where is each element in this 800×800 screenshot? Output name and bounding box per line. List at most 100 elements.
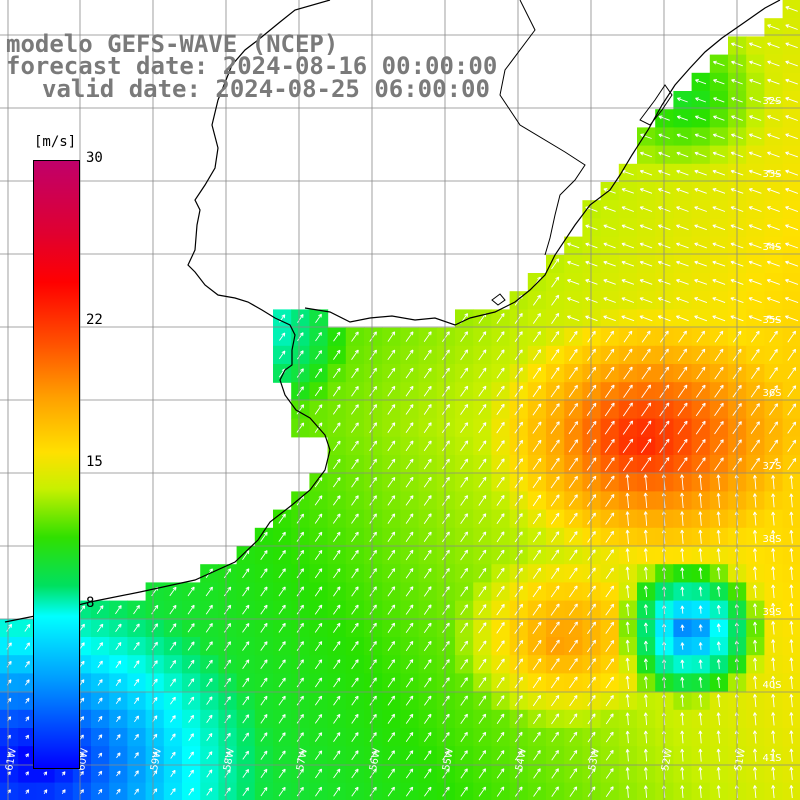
wind-arrow	[677, 384, 688, 398]
wind-arrow	[369, 386, 378, 397]
wind-arrow	[187, 604, 195, 615]
wind-arrow	[188, 787, 194, 796]
wind-arrow	[242, 659, 250, 670]
wind-arrow	[424, 713, 432, 724]
wind-arrow	[351, 641, 359, 652]
wind-arrow	[550, 567, 560, 579]
wind-arrow	[625, 529, 630, 544]
wind-arrow	[188, 733, 194, 741]
wind-arrow	[442, 349, 450, 361]
wind-arrow	[242, 604, 250, 615]
wind-arrow	[641, 384, 652, 398]
wind-arrow	[532, 476, 542, 489]
wind-arrow	[769, 439, 779, 453]
wind-arrow	[405, 549, 414, 561]
wind-arrow	[260, 568, 268, 579]
wind-arrow	[621, 206, 634, 212]
wind-arrow	[369, 732, 377, 742]
wind-arrow	[460, 622, 469, 634]
wind-arrow	[676, 297, 689, 303]
wind-arrow	[405, 622, 414, 633]
wind-arrow	[585, 315, 598, 322]
island-outline	[491, 293, 506, 306]
wind-arrow	[405, 768, 414, 779]
wind-arrow	[569, 695, 578, 707]
wind-arrow	[771, 493, 776, 508]
wind-arrow	[423, 568, 432, 579]
wind-arrow	[206, 769, 213, 778]
wind-arrow	[676, 151, 689, 158]
wind-arrow	[587, 786, 596, 797]
wind-arrow	[405, 677, 414, 688]
wind-arrow	[625, 639, 630, 653]
wind-arrow	[769, 457, 779, 471]
wind-arrow	[785, 224, 799, 231]
wind-arrow	[605, 713, 614, 725]
wind-arrow	[789, 748, 794, 762]
wind-arrow	[97, 697, 103, 704]
wind-arrow	[369, 422, 378, 433]
wind-arrow	[405, 331, 414, 342]
wind-arrow	[625, 675, 630, 690]
wind-arrow	[787, 348, 797, 361]
wind-arrow	[550, 494, 560, 507]
wind-arrow	[750, 457, 760, 471]
wind-arrow	[771, 712, 776, 726]
wind-arrow	[625, 712, 630, 726]
wind-arrow	[387, 422, 396, 433]
wind-arrow	[205, 623, 213, 633]
wind-arrow	[514, 313, 523, 324]
wind-arrow	[369, 458, 377, 470]
wind-arrow	[369, 768, 377, 779]
wind-arrow	[716, 659, 721, 670]
wind-arrow	[242, 696, 250, 706]
wind-arrow	[532, 658, 542, 671]
wind-arrow	[532, 403, 542, 416]
wind-arrow	[587, 731, 596, 743]
wind-arrow	[641, 457, 652, 472]
wind-arrow	[387, 586, 396, 597]
wind-arrow	[387, 477, 396, 488]
wind-arrow	[169, 623, 177, 633]
wind-arrow	[496, 567, 505, 579]
wind-arrow	[680, 567, 685, 579]
wind-arrow	[405, 404, 414, 415]
wind-arrow	[643, 548, 648, 562]
wind-arrow	[170, 696, 176, 705]
wind-arrow	[442, 367, 450, 379]
wind-arrow	[442, 695, 450, 706]
wind-arrow	[767, 133, 780, 140]
wind-arrow	[676, 260, 689, 267]
wind-arrow	[97, 679, 103, 686]
wind-arrow	[604, 420, 615, 435]
wind-arrow	[568, 475, 578, 489]
wind-arrow	[423, 458, 432, 470]
wind-arrow	[224, 623, 232, 633]
wind-arrow	[442, 513, 450, 524]
wind-arrow	[621, 242, 635, 249]
wind-arrow	[25, 697, 30, 704]
wind-arrow	[569, 768, 578, 779]
wind-arrow	[514, 658, 524, 671]
wind-arrow	[603, 297, 616, 303]
wind-arrow	[698, 586, 703, 597]
wind-arrow	[785, 260, 799, 267]
wind-arrow	[712, 151, 725, 158]
wind-arrow	[332, 367, 341, 379]
wind-arrow	[80, 734, 84, 740]
wind-arrow	[766, 206, 780, 213]
wind-arrow	[333, 732, 341, 742]
wind-arrow	[296, 386, 304, 397]
wind-arrow	[206, 751, 213, 760]
wind-arrow	[771, 639, 776, 653]
wind-arrow	[260, 732, 268, 742]
wind-arrow	[260, 714, 268, 724]
wind-arrow	[242, 732, 250, 742]
wind-arrow	[442, 604, 450, 615]
wind-arrow	[769, 330, 778, 343]
wind-arrow	[698, 492, 703, 508]
wind-arrow	[460, 349, 469, 361]
lon-label-56W: 56W	[368, 747, 383, 771]
wind-arrow	[643, 622, 648, 633]
wind-arrow	[405, 513, 414, 524]
